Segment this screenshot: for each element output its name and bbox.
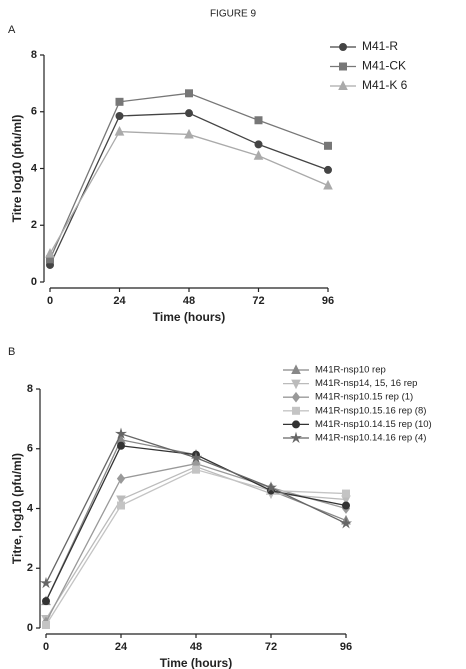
y-tick-label: 4 (27, 502, 34, 514)
legend-marker (338, 80, 348, 90)
data-point (42, 597, 50, 606)
x-tick-label: 0 (47, 295, 53, 307)
x-tick-label: 72 (265, 641, 277, 653)
data-point (254, 116, 263, 125)
x-tick-label: 24 (115, 641, 128, 653)
data-point (117, 501, 125, 510)
data-point (185, 109, 193, 118)
data-point (184, 128, 194, 139)
legend-marker (291, 391, 301, 403)
x-tick-label: 0 (43, 641, 49, 653)
data-point (339, 517, 353, 529)
data-point (39, 576, 53, 589)
legend-marker (339, 62, 347, 71)
series-line (49, 130, 329, 254)
y-axis-label: Titre log10 (pfu/ml) (10, 115, 24, 223)
data-point (342, 489, 350, 498)
data-point (324, 165, 332, 174)
legend-marker (291, 379, 301, 390)
x-axis-label: Time (hours) (160, 656, 232, 669)
data-point (253, 150, 264, 160)
y-tick-label: 0 (27, 622, 33, 634)
panel-label: A (8, 24, 16, 36)
data-point (42, 621, 50, 630)
data-point (189, 451, 203, 463)
legend-label: M41R-nsp10.15.16 rep (8) (315, 405, 426, 416)
x-tick-label: 96 (340, 641, 352, 653)
y-tick-label: 8 (27, 383, 33, 395)
data-point (115, 97, 124, 106)
legend-label: M41R-nsp10.14.16 rep (4) (315, 433, 426, 444)
legend-label: M41-R (362, 39, 398, 53)
data-point (323, 179, 333, 190)
x-tick-label: 96 (322, 295, 334, 307)
y-tick-label: 2 (31, 219, 37, 231)
x-tick-label: 24 (113, 295, 126, 307)
data-point (116, 473, 126, 484)
y-tick-label: 2 (27, 562, 33, 574)
data-point (117, 441, 125, 450)
x-tick-label: 72 (252, 295, 264, 307)
legend-marker (292, 420, 300, 429)
legend-label: M41-CK (362, 59, 406, 73)
y-tick-label: 4 (31, 162, 38, 174)
series-line (45, 463, 347, 623)
figure-title: FIGURE 9 (210, 9, 257, 20)
data-point (185, 89, 193, 98)
y-tick-label: 8 (31, 49, 37, 61)
data-point (116, 495, 126, 506)
legend-marker (339, 43, 347, 51)
data-point (115, 112, 124, 121)
legend-marker (289, 431, 303, 444)
series-line (45, 465, 347, 620)
data-point (114, 125, 125, 136)
legend-marker (291, 364, 301, 374)
y-tick-label: 6 (27, 443, 33, 455)
data-point (264, 481, 278, 493)
x-axis-label: Time (hours) (153, 310, 225, 324)
legend-label: M41R-nsp10 rep (315, 365, 386, 376)
data-point (114, 427, 128, 439)
data-point (342, 501, 350, 510)
data-point (45, 248, 55, 258)
y-axis-label: Titre, log10 (pfu/ml) (10, 453, 24, 564)
legend-label: M41R-nsp10.14.15 rep (10) (315, 419, 432, 430)
legend-label: M41R-nsp14, 15, 16 rep (315, 378, 417, 389)
data-point (254, 140, 263, 149)
x-tick-label: 48 (190, 641, 202, 653)
x-tick-label: 48 (183, 295, 195, 307)
legend-label: M41R-nsp10.15 rep (1) (315, 392, 413, 403)
panel-label: B (8, 346, 15, 358)
legend-label: M41-K 6 (362, 78, 408, 92)
y-tick-label: 0 (31, 276, 37, 288)
data-point (192, 465, 200, 474)
legend-marker (292, 406, 300, 415)
y-tick-label: 6 (31, 106, 37, 118)
data-point (324, 141, 332, 150)
